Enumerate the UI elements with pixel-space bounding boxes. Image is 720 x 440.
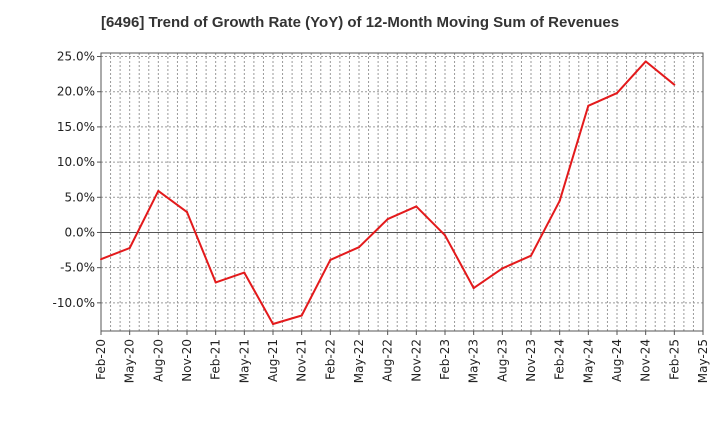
data-point	[644, 60, 647, 63]
data-point	[243, 271, 246, 274]
x-tick-label: Feb-22	[323, 339, 337, 380]
data-point	[501, 267, 504, 270]
x-tick-label: Feb-25	[667, 339, 681, 380]
x-tick-label: Feb-21	[209, 339, 223, 380]
data-point	[157, 189, 160, 192]
plot-frame	[100, 52, 704, 332]
x-tick-label: Nov-21	[295, 339, 309, 382]
gridlines	[101, 53, 703, 331]
series-line	[100, 60, 675, 325]
x-tick-label: May-21	[237, 339, 251, 383]
x-axis-tick-labels: Feb-20 May-20 Aug-20 Nov-20 Feb-21 May-21 Aug-…	[94, 331, 710, 383]
data-point	[444, 234, 446, 237]
y-axis-tick-labels: 25.0% 20.0% 15.0% 10.0% 5.0% 0.0% -5.0% -10.0%	[53, 50, 101, 310]
data-point	[358, 246, 360, 249]
y-tick-label: 0.0%	[65, 225, 96, 239]
x-tick-label: Nov-24	[639, 339, 653, 382]
y-tick-label: 15.0%	[57, 120, 95, 134]
x-tick-label: Nov-20	[180, 339, 194, 382]
x-tick-label: Nov-23	[524, 339, 538, 382]
data-point	[415, 205, 418, 208]
axes	[100, 52, 704, 332]
y-tick-label: 25.0%	[57, 50, 95, 64]
x-tick-label: May-24	[581, 339, 595, 383]
data-point	[128, 246, 131, 249]
y-tick-label: -5.0%	[60, 261, 95, 275]
y-tick-label: 20.0%	[57, 85, 95, 99]
x-tick-label: Aug-21	[266, 339, 280, 382]
series-layer	[100, 60, 676, 325]
y-tick-label: 10.0%	[57, 155, 95, 169]
data-point	[558, 199, 561, 202]
data-point	[587, 104, 590, 107]
y-tick-label: -10.0%	[53, 296, 95, 310]
x-tick-label: May-23	[467, 339, 481, 383]
x-tick-label: May-22	[352, 339, 366, 383]
data-point	[530, 254, 532, 257]
data-point	[186, 211, 188, 214]
x-tick-label: Feb-23	[438, 339, 452, 380]
x-tick-label: May-20	[123, 339, 137, 383]
x-tick-label: Aug-23	[495, 339, 509, 382]
x-tick-label: Feb-20	[94, 339, 108, 380]
data-point	[616, 92, 618, 95]
data-point	[100, 258, 102, 261]
x-tick-label: Nov-22	[409, 339, 423, 382]
data-point	[329, 258, 332, 261]
x-tick-label: Aug-24	[610, 339, 624, 382]
y-tick-label: 5.0%	[65, 190, 96, 204]
x-tick-label: Aug-20	[151, 339, 165, 382]
x-tick-label: Feb-24	[553, 339, 567, 380]
data-point	[272, 322, 274, 325]
data-point	[472, 287, 475, 290]
data-point	[673, 83, 676, 86]
chart-title: [6496] Trend of Growth Rate (YoY) of 12-…	[100, 14, 620, 31]
data-point	[214, 281, 217, 284]
data-point	[386, 218, 389, 221]
x-tick-label: May-25	[696, 339, 710, 383]
data-point	[300, 314, 303, 317]
x-tick-label: Aug-22	[381, 339, 395, 382]
